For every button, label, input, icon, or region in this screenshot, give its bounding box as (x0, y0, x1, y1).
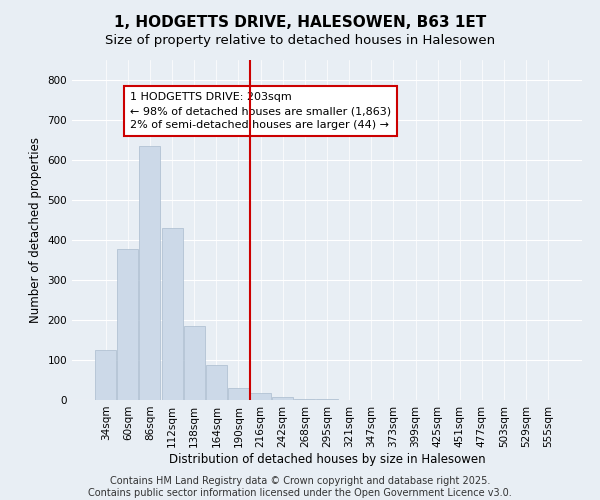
Text: 1, HODGETTS DRIVE, HALESOWEN, B63 1ET: 1, HODGETTS DRIVE, HALESOWEN, B63 1ET (114, 15, 486, 30)
Bar (184, 326, 205, 400)
Bar (206, 365, 227, 400)
Bar (316, 399, 338, 400)
Bar (228, 388, 249, 400)
Bar (272, 397, 293, 400)
Bar (118, 249, 139, 400)
Text: Contains HM Land Registry data © Crown copyright and database right 2025.
Contai: Contains HM Land Registry data © Crown c… (88, 476, 512, 498)
Y-axis label: Number of detached properties: Number of detached properties (29, 137, 42, 323)
Bar (295, 399, 316, 400)
Bar (161, 228, 182, 400)
Bar (95, 350, 116, 400)
Bar (139, 146, 160, 400)
X-axis label: Distribution of detached houses by size in Halesowen: Distribution of detached houses by size … (169, 452, 485, 466)
Bar (250, 393, 271, 400)
Text: Size of property relative to detached houses in Halesowen: Size of property relative to detached ho… (105, 34, 495, 47)
Text: 1 HODGETTS DRIVE: 203sqm
← 98% of detached houses are smaller (1,863)
2% of semi: 1 HODGETTS DRIVE: 203sqm ← 98% of detach… (130, 92, 391, 130)
